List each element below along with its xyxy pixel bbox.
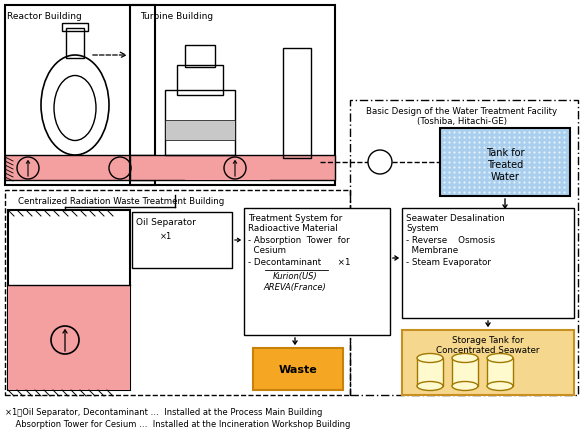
Bar [244,208,390,335]
Bar [130,155,335,180]
Text: Absorption Tower for Cesium …  Installed at the Incineration Workshop Building: Absorption Tower for Cesium … Installed … [5,420,350,429]
Bar [452,358,478,386]
Text: Treatment System for: Treatment System for [248,214,342,223]
Text: Reactor Building: Reactor Building [7,12,82,21]
Bar [487,358,513,386]
Text: Water: Water [490,172,519,182]
Bar [5,155,155,180]
Text: Seawater Desalination: Seawater Desalination [406,214,505,223]
Bar [130,5,335,185]
Text: Radioactive Material: Radioactive Material [248,224,338,233]
Bar [177,65,223,95]
Text: Concentrated Seawater: Concentrated Seawater [436,346,540,355]
Text: ×1：Oil Separator, Decontaminant …  Installed at the Process Main Building: ×1：Oil Separator, Decontaminant … Instal… [5,408,322,417]
Bar [66,28,84,58]
Text: AREVA(France): AREVA(France) [264,283,327,292]
Bar [8,285,130,390]
Bar [253,348,343,390]
Text: (Toshiba, Hitachi-GE): (Toshiba, Hitachi-GE) [417,117,507,126]
Bar [440,128,570,196]
Text: ×1: ×1 [160,232,172,241]
Ellipse shape [417,354,443,363]
Text: Storage Tank for: Storage Tank for [452,336,524,345]
Text: Treated: Treated [487,160,523,170]
Text: Membrane: Membrane [406,246,458,255]
Bar [5,5,155,185]
Bar [165,90,235,155]
Bar [185,158,270,180]
Bar [8,210,130,390]
Bar [62,23,88,31]
Text: Basic Design of the Water Treatment Facility: Basic Design of the Water Treatment Faci… [367,107,558,116]
Ellipse shape [452,381,478,390]
Bar [402,330,574,395]
Bar [350,100,578,395]
Text: Kurion(US): Kurion(US) [272,272,317,281]
Text: Centralized Radiation Waste Treatment Building: Centralized Radiation Waste Treatment Bu… [18,197,224,206]
Text: Cesium: Cesium [248,246,286,255]
Text: - Decontaminant      ×1: - Decontaminant ×1 [248,258,350,267]
Bar [132,212,232,268]
Bar [402,208,574,318]
Bar [165,120,235,140]
Ellipse shape [452,354,478,363]
Ellipse shape [487,354,513,363]
Text: - Steam Evaporator: - Steam Evaporator [406,258,491,267]
Bar [417,358,443,386]
Bar [185,45,215,67]
Text: Waste: Waste [279,365,317,375]
Text: Turbine Building: Turbine Building [140,12,213,21]
Bar [283,48,311,158]
Text: Oil Separator: Oil Separator [136,218,196,227]
Circle shape [368,150,392,174]
Text: - Absorption  Tower  for: - Absorption Tower for [248,236,350,245]
Text: - Reverse    Osmosis: - Reverse Osmosis [406,236,495,245]
Ellipse shape [487,381,513,390]
Text: Tank for: Tank for [486,148,524,158]
Bar [5,190,350,395]
Text: System: System [406,224,439,233]
Ellipse shape [417,381,443,390]
